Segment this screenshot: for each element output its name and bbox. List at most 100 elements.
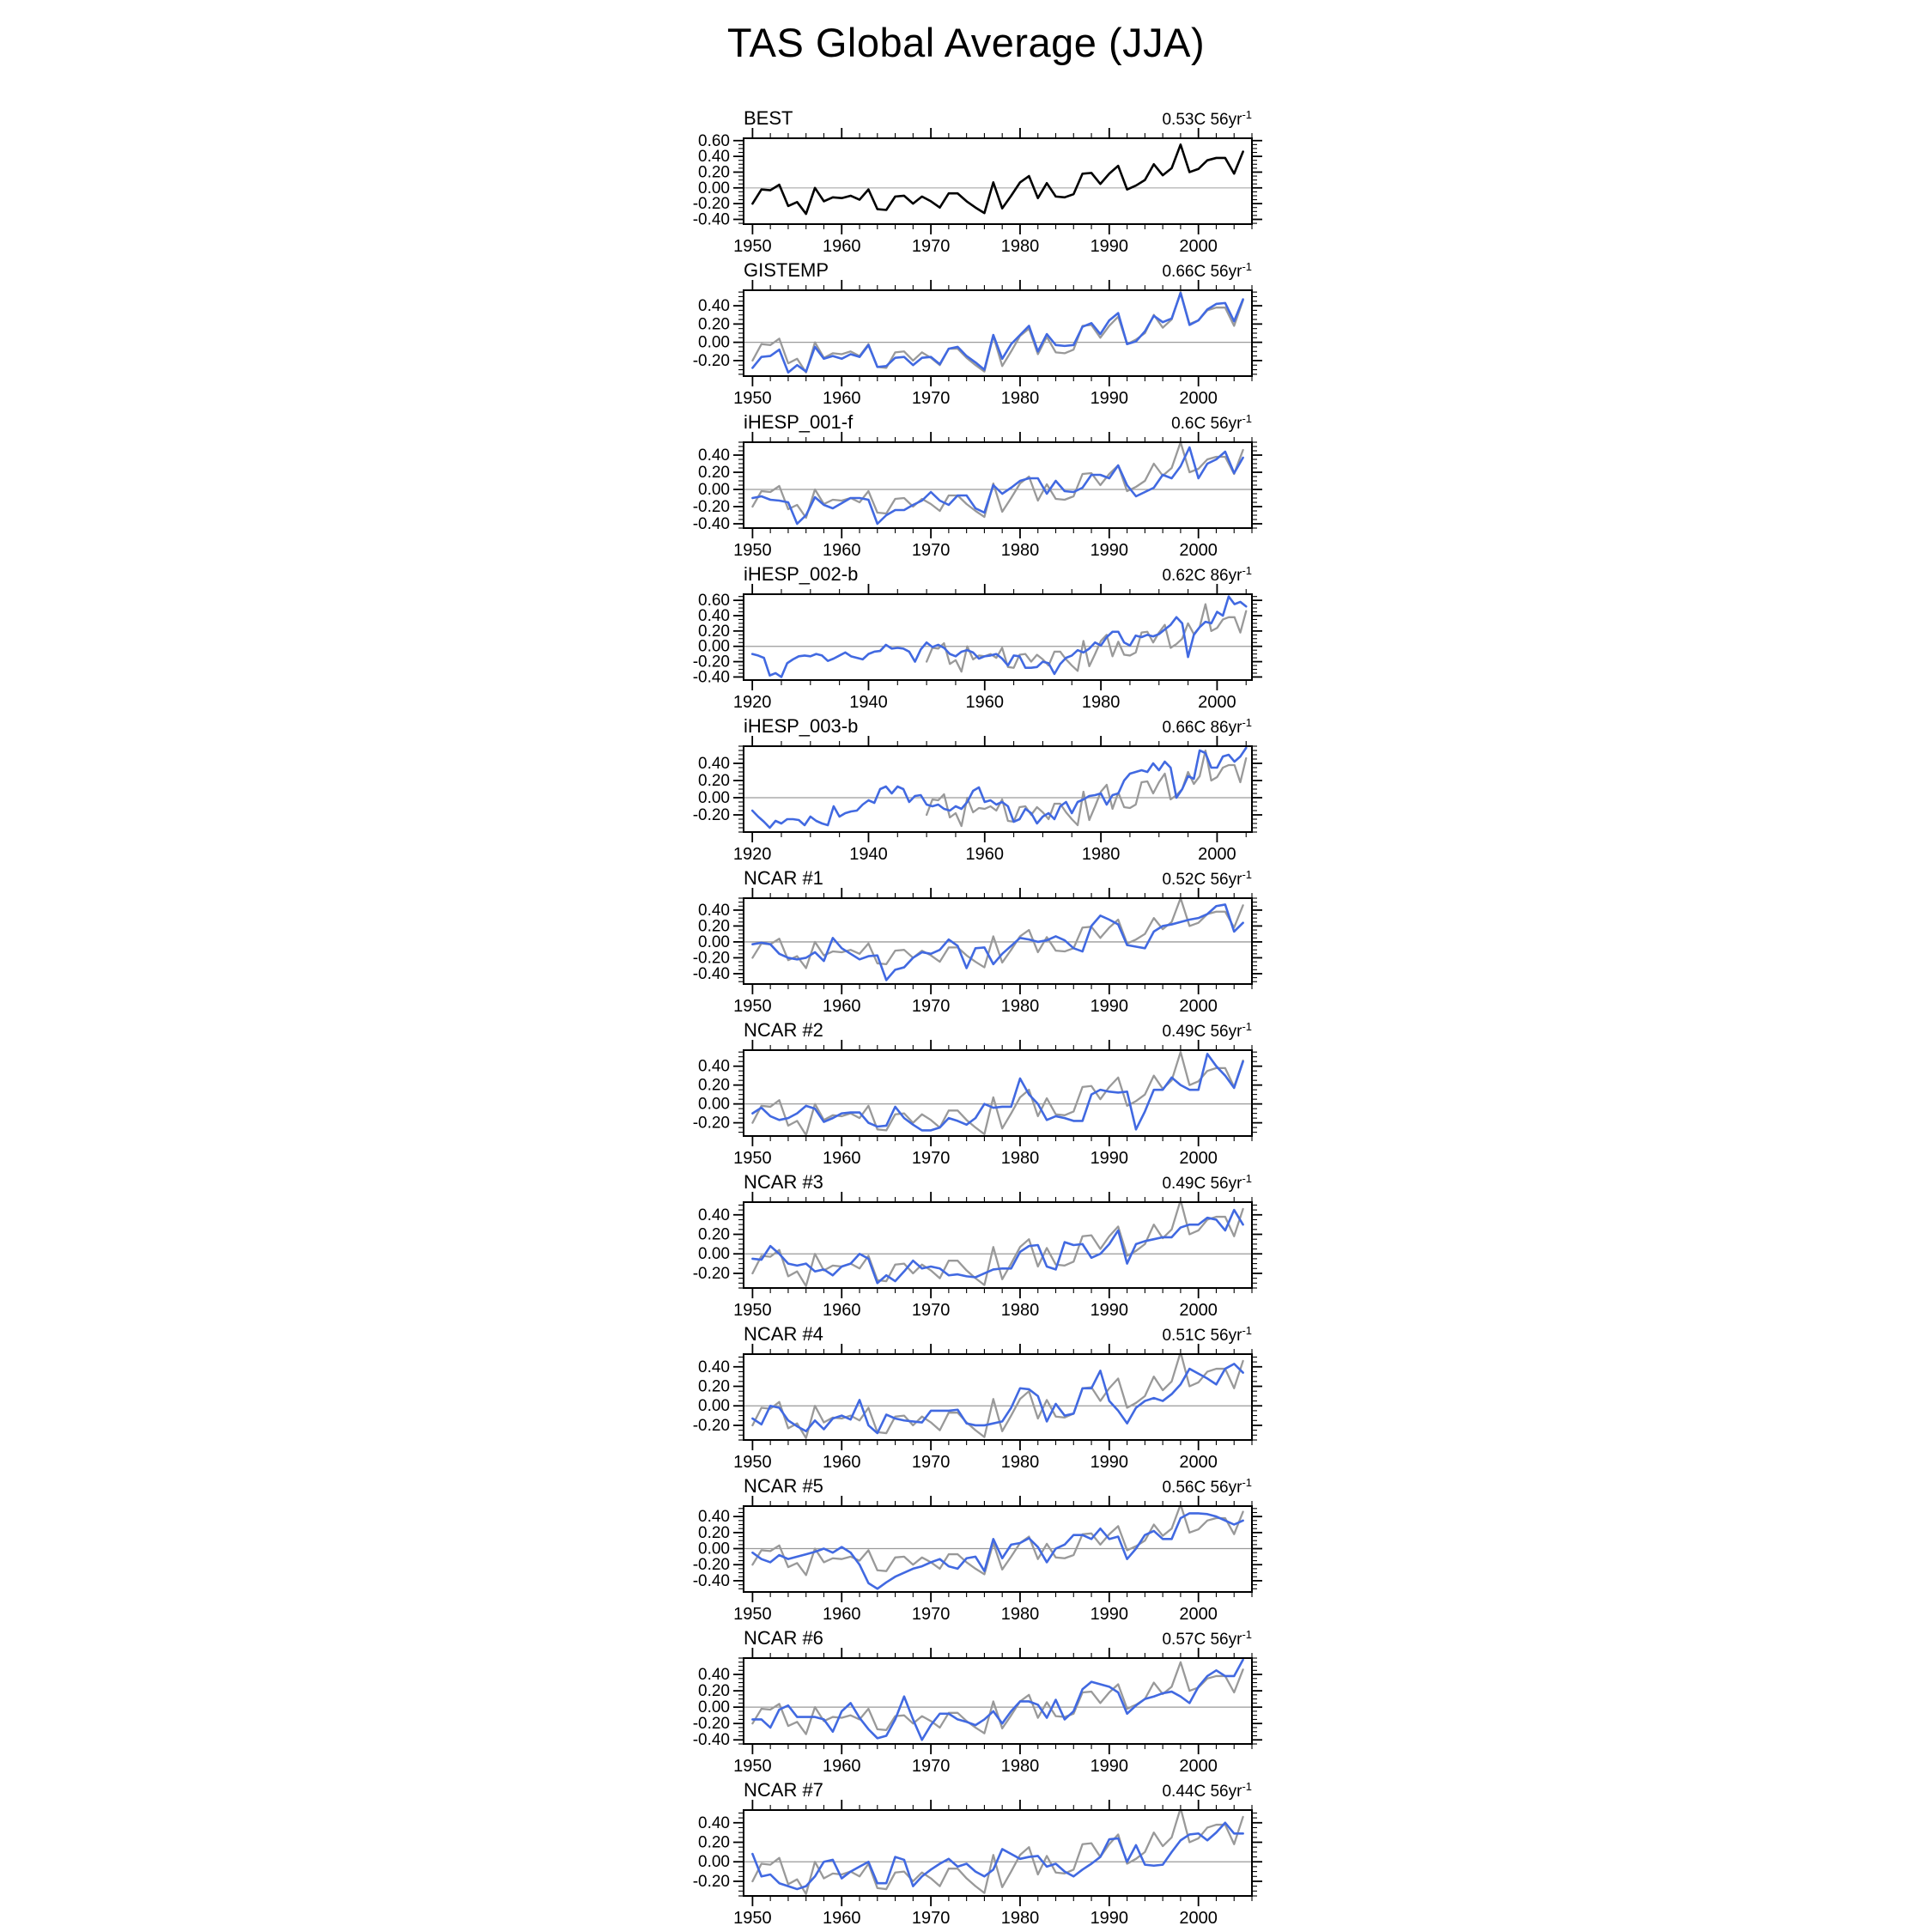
x-tick-label: 1990 (1091, 1757, 1129, 1773)
x-tick-label: 1980 (1082, 693, 1121, 709)
trend-annotation: 0.62C 86yr-1 (1162, 564, 1252, 585)
x-axis: 1950 1960 1970 1980 1990 2000 (733, 1648, 1253, 1773)
x-tick-label: 1990 (1091, 1909, 1129, 1925)
x-tick-label: 1960 (823, 1757, 861, 1773)
x-tick-label: 1950 (733, 997, 772, 1013)
panel-ncar-3: 1950 1960 1970 1980 1990 2000 0.40 0.200.00 -0.2… (693, 1171, 1262, 1317)
reference-line (751, 1810, 1244, 1895)
x-axis: 1950 1960 1970 1980 1990 2000 (733, 888, 1253, 1013)
series-line-ncar-2 (751, 1053, 1244, 1132)
x-tick-label: 1920 (733, 845, 772, 861)
trend-annotation: 0.51C 56yr-1 (1162, 1324, 1252, 1345)
y-tick-label: -0.20 (693, 806, 730, 824)
x-tick-label: 1990 (1091, 237, 1129, 253)
series-group (751, 143, 1244, 216)
x-tick-label: 2000 (1179, 1301, 1218, 1317)
y-tick-label: 0.40 (698, 1206, 730, 1224)
x-axis: 1920 1940 1960 1980 2000 (733, 736, 1247, 861)
x-tick-label: 1970 (912, 1149, 951, 1165)
panel-ncar-2: 1950 1960 1970 1980 1990 2000 0.400.200.00-0.2… (693, 1019, 1262, 1165)
x-tick-label: 1970 (912, 1909, 951, 1925)
series-line-ncar-3 (751, 1208, 1244, 1285)
y-tick-label: 0.20 (698, 623, 730, 641)
y-tick-label: 0.40 (698, 297, 730, 315)
x-tick-label: 1920 (733, 693, 772, 709)
x-tick-label: 1950 (733, 237, 772, 253)
reference-line (751, 1051, 1244, 1136)
x-tick-label: 2000 (1179, 237, 1218, 253)
y-tick-label: 0.40 (698, 902, 730, 920)
x-tick-label: 1950 (733, 1453, 772, 1469)
y-tick-label: 0.00 (698, 789, 730, 807)
x-tick-label: 1980 (1001, 1453, 1040, 1469)
x-tick-label: 1970 (912, 1757, 951, 1773)
y-axis: 0.600.400.200.00-0.20-0.40 (693, 592, 1262, 686)
y-tick-label: 0.40 (698, 755, 730, 773)
plot-box (743, 137, 1253, 225)
series-line-ncar-4 (751, 1363, 1244, 1435)
x-tick-label: 1980 (1001, 1909, 1040, 1925)
y-tick-label: 0.40 (698, 1814, 730, 1832)
y-tick-label: 0.20 (698, 1834, 730, 1852)
reference-line (751, 1202, 1244, 1287)
reference-line (751, 1506, 1244, 1577)
x-tick-label: 1980 (1001, 997, 1040, 1013)
plot-box (743, 1201, 1253, 1289)
y-axis: 0.400.200.00-0.20 (693, 1204, 1262, 1289)
series-group (751, 442, 1244, 526)
y-tick-label: 0.20 (698, 315, 730, 333)
y-axis: 0.400.200.00-0.20 (693, 1051, 1262, 1133)
trend-annotation: 0.53C 56yr-1 (1162, 108, 1252, 129)
trend-annotation: 0.44C 56yr-1 (1162, 1780, 1252, 1801)
panel-ihesp-002-b: 1920 1940 1960 1980 2000 0.600.400.200.00-0.2… (693, 563, 1262, 709)
x-tick-label: 1950 (733, 389, 772, 405)
y-tick-label: 0.00 (698, 1853, 730, 1871)
x-tick-label: 2000 (1179, 1757, 1218, 1773)
trend-annotation: 0.56C 56yr-1 (1162, 1476, 1252, 1497)
trend-annotation: 0.52C 56yr-1 (1162, 868, 1252, 889)
y-tick-label: -0.20 (693, 1873, 730, 1891)
x-tick-label: 2000 (1179, 1453, 1218, 1469)
series-group (751, 1506, 1244, 1590)
panel-title: NCAR #4 (744, 1323, 823, 1345)
plot-box (743, 1049, 1253, 1137)
y-tick-label: 0.20 (698, 163, 730, 181)
x-tick-label: 1990 (1091, 997, 1129, 1013)
y-tick-label: 0.00 (698, 1397, 730, 1415)
x-tick-label: 1980 (1001, 1149, 1040, 1165)
x-tick-label: 2000 (1198, 845, 1236, 861)
y-axis: 0.400.200.00-0.20 (693, 745, 1262, 833)
y-tick-label: -0.40 (693, 1572, 730, 1590)
y-tick-label: 0.40 (698, 1058, 730, 1076)
x-tick-label: 1960 (823, 997, 861, 1013)
x-tick-label: 1940 (849, 845, 888, 861)
chart-panels: 1950 1960 1970 1980 1990 2000 0.60 0.40 0.20 0.00… (678, 101, 1279, 1925)
panel-title: NCAR #6 (744, 1627, 823, 1649)
x-tick-label: 1980 (1001, 237, 1040, 253)
y-tick-label: -0.20 (693, 949, 730, 967)
panel-title: NCAR #2 (744, 1019, 823, 1041)
y-tick-label: -0.20 (693, 1417, 730, 1435)
panel-ihesp-001-f: 1950 1960 1970 1980 1990 2000 0.400.200.00-0.2… (693, 411, 1262, 557)
x-tick-label: 1990 (1091, 1149, 1129, 1165)
series-line-gistemp (751, 291, 1244, 374)
plot-box (743, 897, 1253, 985)
y-axis: 0.40 0.200.00 -0.20 (693, 1812, 1262, 1897)
plot-box (743, 289, 1253, 377)
panel-best: 1950 1960 1970 1980 1990 2000 0.600.400.200.00… (693, 107, 1262, 253)
y-tick-label: 0.00 (698, 1698, 730, 1716)
figure-title: TAS Global Average (JJA) (726, 20, 1206, 65)
x-tick-label: 1950 (733, 1149, 772, 1165)
y-tick-label: 0.00 (698, 481, 730, 499)
x-tick-label: 1950 (733, 1301, 772, 1317)
x-tick-label: 1960 (823, 1149, 861, 1165)
series-group (751, 1658, 1244, 1741)
y-tick-label: -0.20 (693, 1715, 730, 1733)
x-tick-label: 1970 (912, 997, 951, 1013)
x-tick-label: 1980 (1001, 1605, 1040, 1621)
x-axis: 1920 1940 1960 1980 2000 (733, 584, 1247, 709)
y-axis: 0.400.200.00-0.20-0.40 (693, 1657, 1262, 1749)
panel-ncar-5: 1950 1960 1970 1980 1990 2000 0.400.200.00-0.2… (693, 1475, 1262, 1621)
panel-ncar-6: 1950 1960 1970 1980 1990 2000 0.400.200.00-0.2… (693, 1627, 1262, 1773)
y-axis: 0.400.200.00-0.20-0.40 (693, 1508, 1262, 1590)
